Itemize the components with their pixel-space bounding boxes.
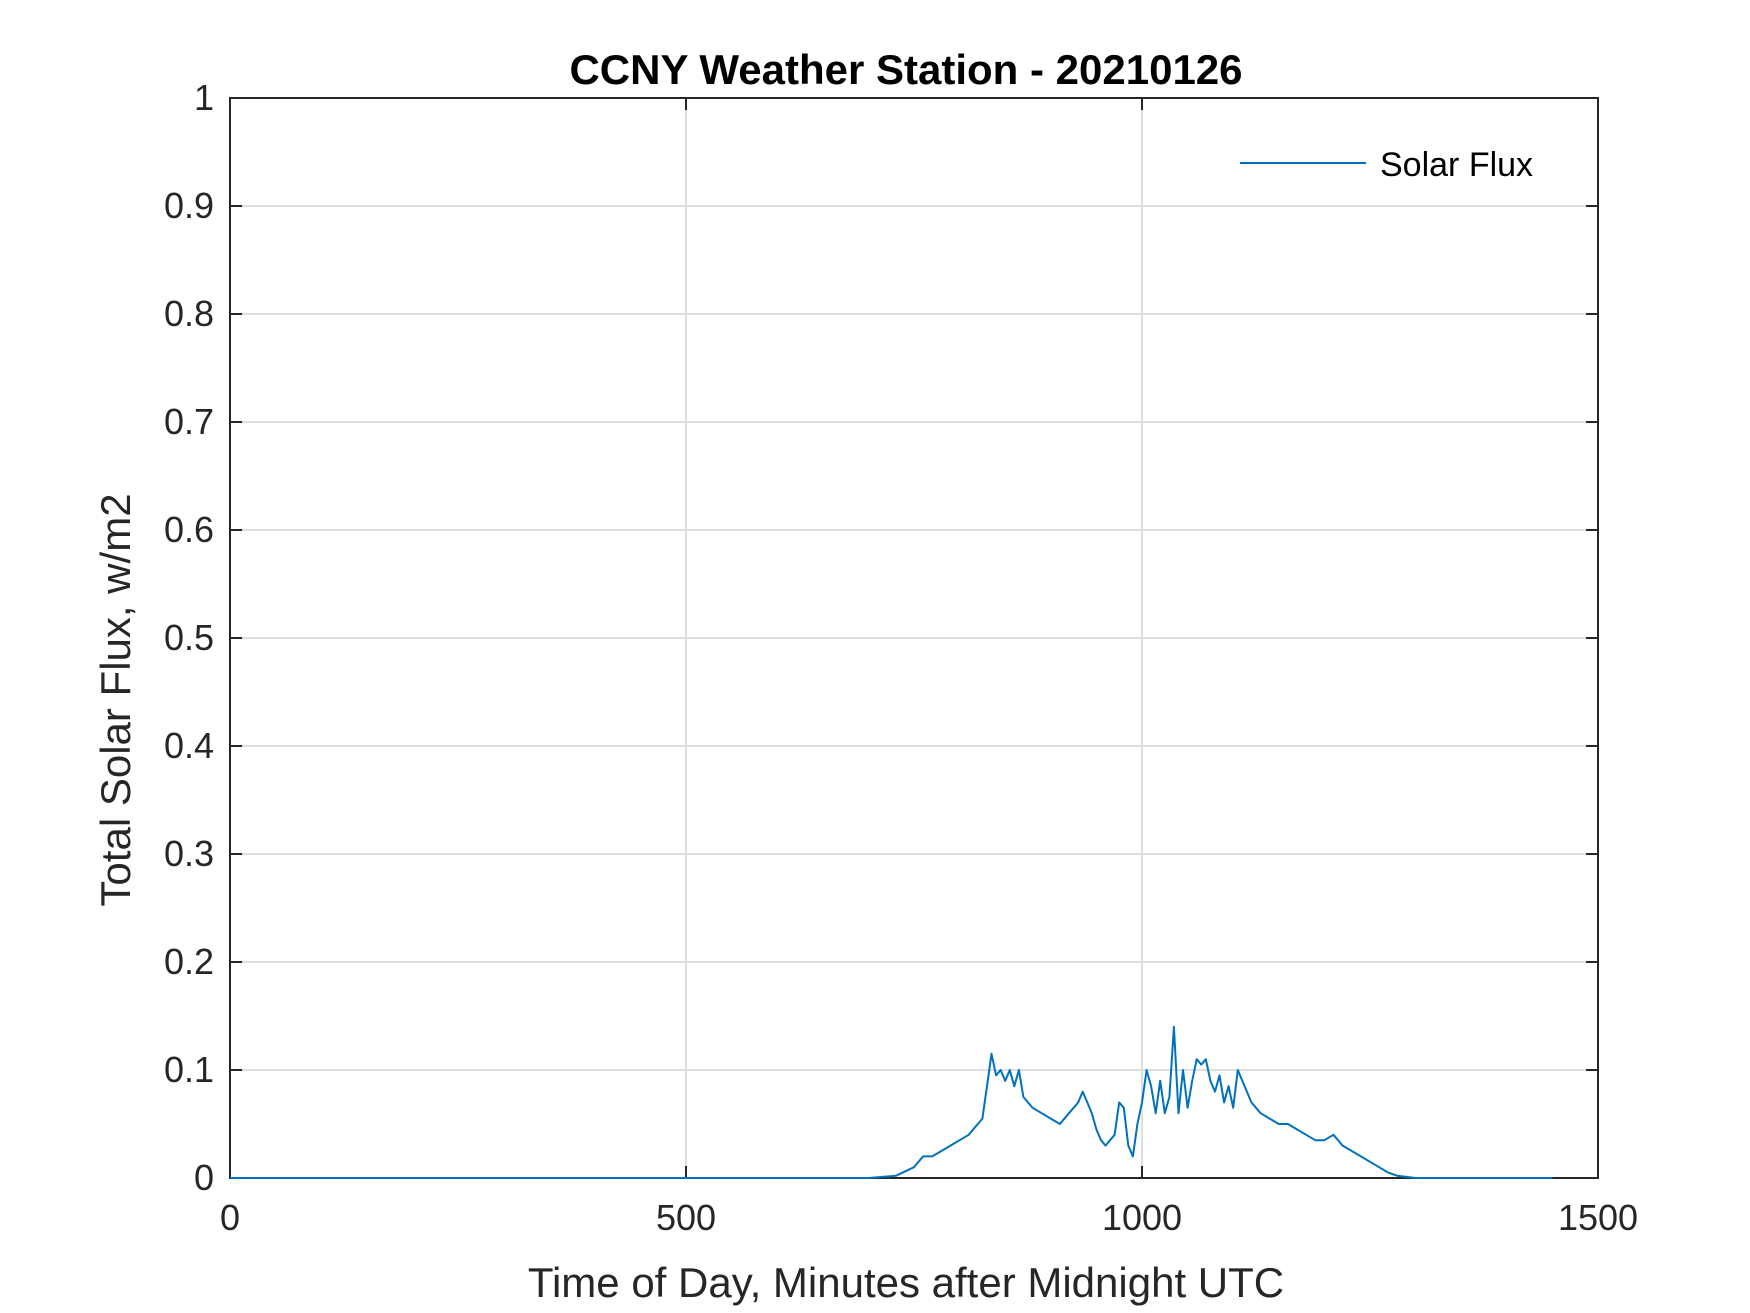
y-tick-label: 0.5 bbox=[164, 617, 214, 658]
y-tick-label: 0.6 bbox=[164, 509, 214, 550]
grid bbox=[230, 98, 1598, 1178]
y-tick-label: 0.1 bbox=[164, 1049, 214, 1090]
legend-label-solar-flux: Solar Flux bbox=[1380, 146, 1533, 184]
plot-frame bbox=[229, 97, 1599, 1179]
y-tick-label: 0.3 bbox=[164, 833, 214, 874]
y-tick-label: 1 bbox=[194, 77, 214, 118]
y-tick-label: 0.2 bbox=[164, 941, 214, 982]
y-tick-label: 0.8 bbox=[164, 293, 214, 334]
x-axis-label: Time of Day, Minutes after Midnight UTC bbox=[528, 1259, 1284, 1306]
y-tick-label: 0.9 bbox=[164, 185, 214, 226]
chart-title: CCNY Weather Station - 20210126 bbox=[569, 46, 1242, 93]
x-tick-label: 1000 bbox=[1102, 1197, 1182, 1238]
y-axis-label: Total Solar Flux, w/m2 bbox=[92, 493, 139, 906]
x-tick-label: 1500 bbox=[1558, 1197, 1638, 1238]
y-tick-label: 0 bbox=[194, 1157, 214, 1198]
x-tick-label: 0 bbox=[220, 1197, 240, 1238]
y-tick-label: 0.4 bbox=[164, 725, 214, 766]
y-tick-label: 0.7 bbox=[164, 401, 214, 442]
series-line-solar-flux bbox=[230, 1025, 1553, 1179]
legend: Solar Flux bbox=[1240, 146, 1533, 184]
x-tick-label: 500 bbox=[656, 1197, 716, 1238]
tick-labels: 0 500 1000 1500 0 0.1 0.2 0.3 0.4 0.5 0.6 0.7 0.8 0.9… bbox=[164, 77, 1638, 1238]
series-layer bbox=[230, 1025, 1553, 1179]
